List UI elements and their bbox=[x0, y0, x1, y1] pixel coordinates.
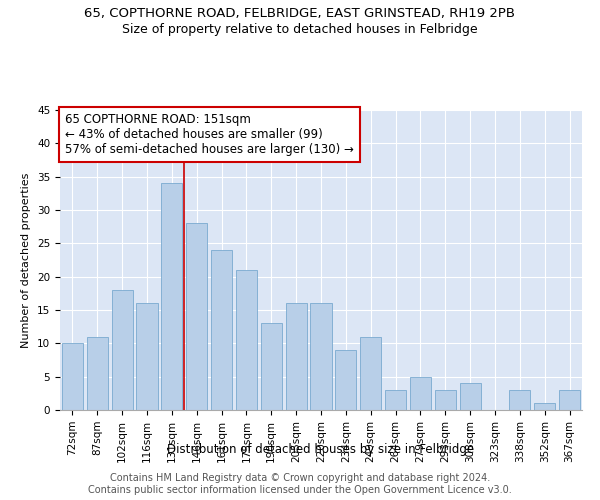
Text: 65, COPTHORNE ROAD, FELBRIDGE, EAST GRINSTEAD, RH19 2PB: 65, COPTHORNE ROAD, FELBRIDGE, EAST GRIN… bbox=[85, 8, 515, 20]
Bar bbox=[410, 376, 431, 410]
Bar bbox=[559, 390, 580, 410]
Text: 65 COPTHORNE ROAD: 151sqm
← 43% of detached houses are smaller (99)
57% of semi-: 65 COPTHORNE ROAD: 151sqm ← 43% of detac… bbox=[65, 113, 354, 156]
Bar bbox=[112, 290, 133, 410]
Bar bbox=[211, 250, 232, 410]
Text: Distribution of detached houses by size in Felbridge: Distribution of detached houses by size … bbox=[167, 442, 475, 456]
Bar bbox=[286, 304, 307, 410]
Bar bbox=[509, 390, 530, 410]
Bar bbox=[385, 390, 406, 410]
Bar bbox=[136, 304, 158, 410]
Bar bbox=[335, 350, 356, 410]
Bar bbox=[87, 336, 108, 410]
Bar bbox=[186, 224, 207, 410]
Bar bbox=[534, 404, 555, 410]
Bar bbox=[310, 304, 332, 410]
Text: Contains HM Land Registry data © Crown copyright and database right 2024.
Contai: Contains HM Land Registry data © Crown c… bbox=[88, 474, 512, 495]
Bar bbox=[360, 336, 381, 410]
Text: Size of property relative to detached houses in Felbridge: Size of property relative to detached ho… bbox=[122, 22, 478, 36]
Bar bbox=[460, 384, 481, 410]
Bar bbox=[435, 390, 456, 410]
Bar bbox=[261, 324, 282, 410]
Bar bbox=[62, 344, 83, 410]
Bar bbox=[236, 270, 257, 410]
Bar bbox=[161, 184, 182, 410]
Y-axis label: Number of detached properties: Number of detached properties bbox=[22, 172, 31, 348]
